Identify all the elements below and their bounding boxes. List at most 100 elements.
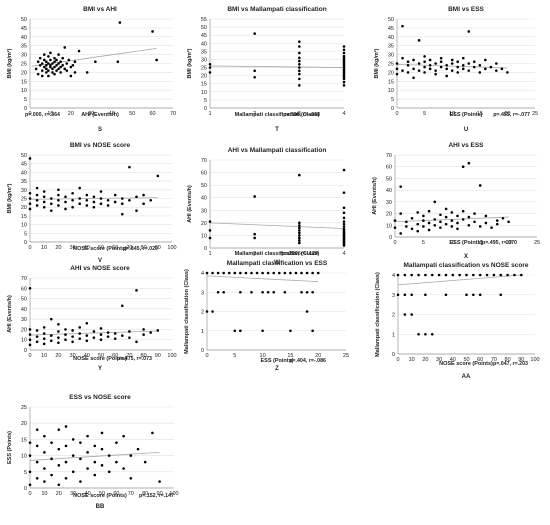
data-point [142,193,145,197]
data-point [142,328,145,331]
data-point [118,21,122,24]
data-point [484,58,487,62]
x-tick-label: 25 [534,240,540,246]
data-point [342,84,346,87]
y-tick-label: 30 [201,208,207,214]
data-point [255,271,259,275]
x-tick-label: 10 [449,240,455,246]
y-tick-label: 25 [201,66,207,72]
data-point [135,289,138,292]
data-point [342,216,346,220]
x-tick-label: 80 [141,353,147,359]
data-point [458,273,461,277]
data-point [106,204,110,207]
x-tick-label: 50 [129,111,135,117]
x-axis-label: Mallampati classification (Class) [235,251,320,257]
data-point [416,222,420,226]
data-point [513,273,516,277]
y-tick-label: 20 [21,70,27,76]
data-point [78,186,81,190]
data-point [298,63,301,66]
data-point [406,63,410,67]
data-point [450,225,454,228]
data-point [35,186,39,190]
data-point [92,336,96,339]
data-point [51,71,54,74]
data-point [484,221,488,225]
data-point [42,342,46,346]
data-point [434,72,437,76]
data-point [57,336,60,339]
y-tick-label: 10 [21,338,27,344]
data-point [298,45,301,48]
data-point [69,74,73,78]
chart-panel-x: 0 5 10 15 20 25 0 10 20 30 40 50 60 70 AHI vs ESS AHI (… [372,142,540,260]
data-point [92,205,96,209]
data-point [49,63,52,67]
data-point [298,72,301,76]
data-point [427,228,431,232]
data-point [99,190,103,193]
y-tick-label: 50 [21,153,27,159]
data-point [439,213,442,217]
data-point [57,341,60,345]
data-point [342,191,346,194]
y-tick-label: 45 [21,162,27,168]
data-point [57,204,60,207]
x-tick-label: 90 [518,357,524,363]
y-tick-label: 25 [21,197,27,203]
data-point [393,219,397,222]
y-tick-label: 40 [201,196,207,202]
y-tick-label: 30 [386,200,392,206]
y-axis-label: Mallampati classification (Class) [184,269,190,354]
y-tick-label: 60 [21,286,27,292]
y-tick-label: 20 [21,205,27,211]
data-point [298,224,301,227]
data-point [142,333,145,336]
data-point [412,58,415,62]
data-point [135,209,138,212]
data-point [410,216,414,220]
data-point [115,441,118,444]
data-point [43,480,46,483]
data-point [158,480,161,483]
stat-label: p=.047, r=.203 [493,361,528,367]
data-point [492,273,496,277]
x-tick-label: 4 [342,111,345,117]
data-point [92,200,96,204]
data-point [57,198,60,202]
data-point [342,225,346,228]
data-point [35,198,39,202]
data-point [107,454,111,457]
x-tick-label: 20 [422,357,428,363]
x-tick-label: 1 [208,251,211,257]
data-point [298,173,301,177]
data-point [57,53,60,56]
data-point [406,60,410,64]
panel-label: S [98,127,102,133]
y-tick-label: 15 [21,437,27,443]
chart-panel-v: 0 10 20 30 40 50 60 70 80 90 100 0 5 10 15 20 25 30 35 40 45… [6,142,177,264]
data-point [35,329,39,332]
data-point [208,236,212,240]
data-point [128,336,131,339]
data-point [311,329,314,333]
y-tick-label: 10 [201,233,207,239]
data-point [395,62,399,65]
data-point [298,221,301,225]
data-point [410,227,414,231]
data-point [49,58,52,62]
data-point [424,273,427,277]
y-tick-label: 30 [388,53,394,59]
data-point [106,331,110,334]
x-tick-label: 5 [423,111,426,117]
x-tick-label: 40 [85,491,91,497]
y-tick-label: 40 [21,307,27,313]
panel-label: Z [275,366,279,372]
data-point [239,271,242,275]
y-tick-label: 20 [21,421,27,427]
x-tick-label: 70 [126,245,132,251]
data-point [412,76,415,80]
